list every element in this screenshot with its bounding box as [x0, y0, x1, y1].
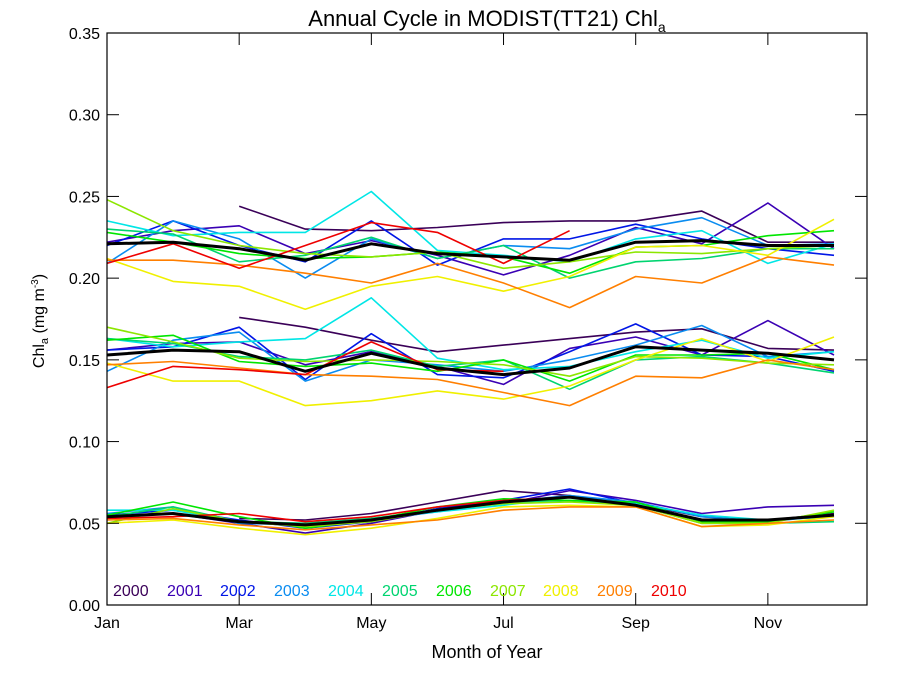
series-line [106, 324, 835, 382]
y-axis-label: Chla (mg m-3) [30, 274, 51, 368]
chart-title-subscript: a [658, 19, 666, 35]
y-axis-label-main: Chl [31, 344, 48, 368]
x-tick-label: Nov [754, 615, 782, 632]
y-axis-label-unit-open: (mg m [31, 288, 48, 338]
series-line [106, 190, 835, 265]
y-tick-label: 0.35 [69, 26, 100, 43]
legend-item-2002: 2002 [220, 583, 256, 600]
x-tick-label: Jan [94, 615, 120, 632]
legend-item-2008: 2008 [543, 583, 579, 600]
x-tick-label: Mar [225, 615, 253, 632]
y-tick-label: 0.00 [69, 598, 100, 615]
legend-item-2007: 2007 [490, 583, 526, 600]
series-line [106, 228, 834, 279]
y-tick-label: 0.15 [69, 353, 100, 370]
legend-item-2004: 2004 [328, 583, 364, 600]
legend-item-2001: 2001 [167, 583, 203, 600]
series-line [238, 205, 834, 243]
y-axis-label-unit-exp: -3 [30, 279, 41, 288]
y-tick-label: 0.20 [69, 271, 100, 288]
x-tick-label: Sep [621, 615, 650, 632]
series-line [106, 336, 835, 407]
legend-item-2005: 2005 [382, 583, 418, 600]
y-tick-label: 0.30 [69, 108, 100, 125]
y-tick-label: 0.05 [69, 516, 100, 533]
series-mean [106, 239, 835, 527]
x-tick-label: Jul [493, 615, 513, 632]
legend-item-2000: 2000 [113, 583, 149, 600]
legend-item-2009: 2009 [597, 583, 633, 600]
series-layer [106, 190, 835, 536]
series-line [106, 326, 835, 378]
plot-frame [106, 32, 868, 606]
series-line [106, 506, 835, 531]
series-line [106, 359, 835, 407]
x-axis-label: Month of Year [431, 642, 542, 662]
axis-layer: 0.00 0.05 0.10 0.15 0.20 0.25 0.30 0.35 Jan Mar Ma… [69, 26, 868, 632]
y-axis-label-unit-close: ) [31, 274, 48, 279]
series-line [106, 495, 835, 527]
series-line [106, 334, 835, 382]
series-line [106, 198, 835, 270]
y-tick-label: 0.10 [69, 435, 100, 452]
legend-item-2003: 2003 [274, 583, 310, 600]
legend-item-2006: 2006 [436, 583, 472, 600]
series-line [106, 218, 835, 311]
series-line [106, 239, 834, 262]
y-tick-label: 0.25 [69, 189, 100, 206]
x-tick-label: May [356, 615, 386, 632]
chart-title-text: Annual Cycle in MODIST(TT21) Chl [308, 6, 658, 31]
series-line [106, 221, 570, 270]
legend: 2000 2001 2002 2003 2004 2005 2006 2007 2008 2009… [113, 583, 687, 600]
y-axis-label-subscript: a [39, 337, 51, 344]
series-line [106, 341, 504, 389]
legend-item-2010: 2010 [651, 583, 687, 600]
series-line [106, 345, 835, 377]
chart-title: Annual Cycle in MODIST(TT21) Chla [308, 6, 666, 35]
